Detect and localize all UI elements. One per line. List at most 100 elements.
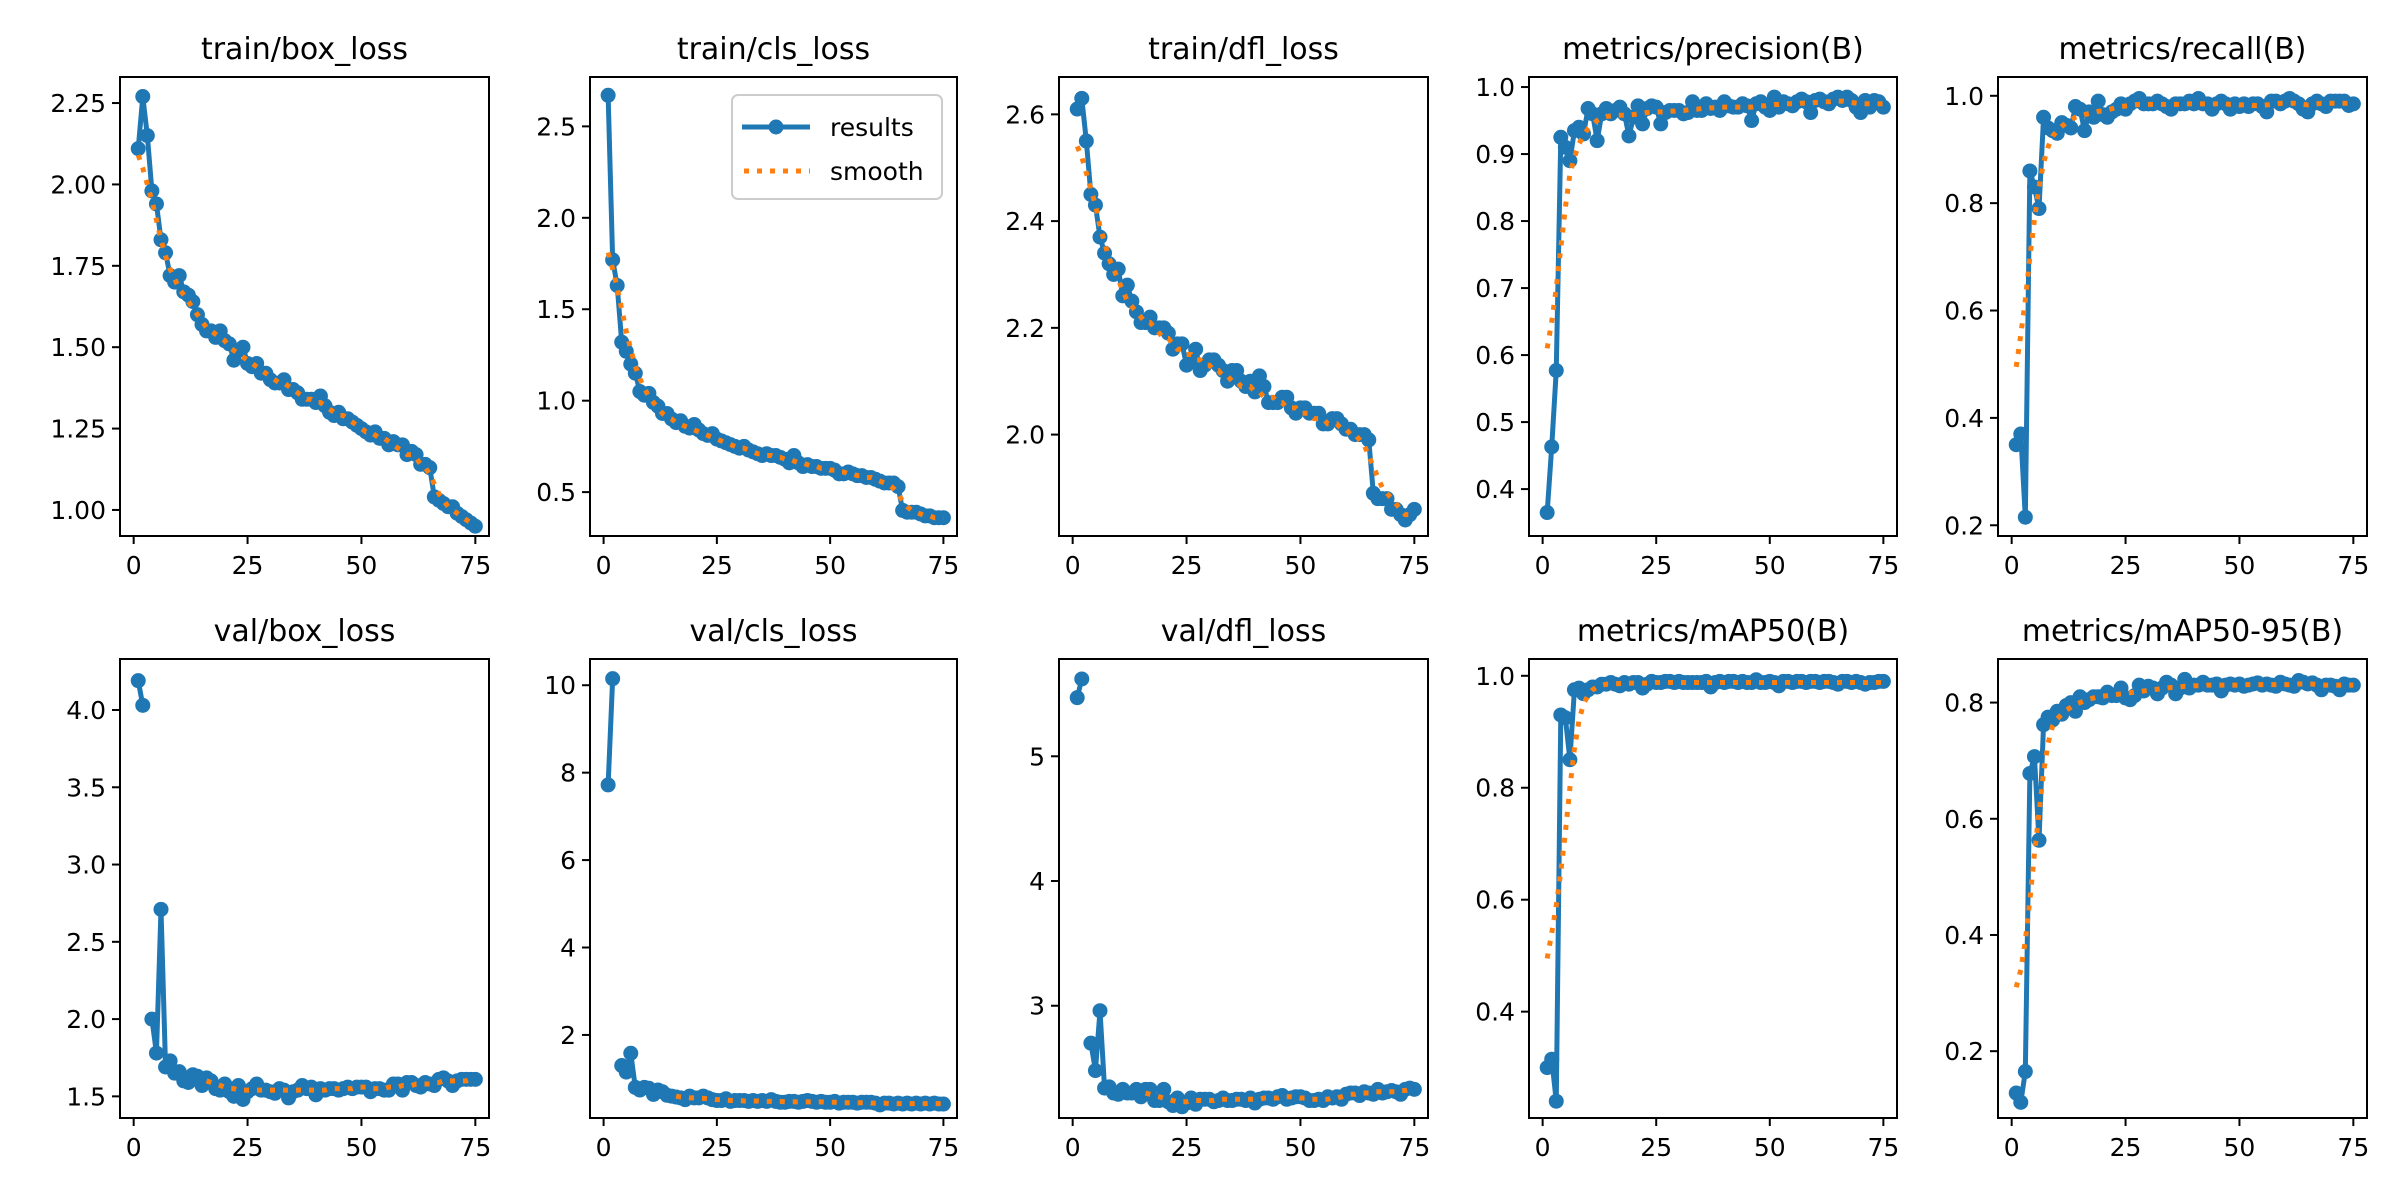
results-point	[1557, 710, 1573, 726]
results-point	[1544, 439, 1560, 455]
results-point	[2013, 1094, 2029, 1110]
results-point	[1156, 1081, 1172, 1097]
x-tick-label: 75	[1398, 551, 1430, 580]
y-tick-label: 2.4	[1005, 207, 1045, 236]
results-point	[600, 777, 616, 793]
subplot-title: metrics/precision(B)	[1562, 32, 1864, 67]
y-tick-label: 4	[560, 934, 576, 963]
results-point	[2013, 426, 2029, 442]
results-point	[1119, 277, 1135, 293]
y-tick-label: 0.4	[1475, 475, 1515, 504]
subplot-title: metrics/recall(B)	[2058, 32, 2306, 67]
x-tick-label: 50	[1754, 1133, 1786, 1162]
y-tick-label: 0.9	[1475, 140, 1515, 169]
results-point	[1361, 432, 1377, 448]
results-point	[144, 1011, 160, 1027]
results-point	[171, 268, 187, 284]
legend: results smooth	[731, 94, 943, 200]
results-point	[467, 1071, 483, 1087]
results-point	[1562, 752, 1578, 768]
results-point	[1087, 1063, 1103, 1079]
y-tick-label: 0.2	[1944, 511, 1984, 540]
legend-results-marker-icon	[768, 119, 784, 135]
results-point	[153, 232, 169, 248]
x-tick-label: 75	[1867, 551, 1899, 580]
results-point	[2022, 163, 2038, 179]
y-tick-label: 3.5	[66, 773, 106, 802]
y-tick-label: 2.25	[50, 89, 106, 118]
x-tick-label: 75	[2337, 1133, 2369, 1162]
subplot-title: train/cls_loss	[677, 32, 870, 67]
x-tick-label: 50	[814, 551, 846, 580]
x-tick-label: 50	[1285, 551, 1317, 580]
results-point	[1653, 116, 1669, 132]
results-point	[1092, 1003, 1108, 1019]
y-tick-label: 0.8	[1475, 774, 1515, 803]
subplot-val-dfl-loss: val/dfl_loss 0 25 50 75 3 4 5	[1029, 614, 1430, 1162]
x-tick-label: 25	[2110, 551, 2142, 580]
results-point	[605, 671, 621, 687]
plot-area	[600, 87, 951, 526]
y-tick-label: 0.6	[1944, 297, 1984, 326]
x-tick-label: 75	[928, 551, 960, 580]
results-point	[2345, 96, 2361, 112]
x-tick-label: 25	[1640, 551, 1672, 580]
y-tick-label: 2.5	[66, 928, 106, 957]
results-point	[422, 460, 438, 476]
x-tick-label: 25	[2110, 1133, 2142, 1162]
x-tick-label: 25	[232, 551, 264, 580]
results-point	[467, 518, 483, 534]
axes-frame	[1997, 658, 2368, 1119]
x-tick-label: 75	[2337, 551, 2369, 580]
plot-area	[1539, 89, 1891, 521]
axes-frame	[1528, 76, 1898, 537]
y-tick-label: 2	[560, 1021, 576, 1050]
smooth-line	[1544, 680, 1884, 959]
y-tick-label: 1.0	[1944, 82, 1984, 111]
axes-frame	[1058, 658, 1429, 1119]
results-point	[135, 697, 151, 713]
subplot-title: val/dfl_loss	[1161, 614, 1326, 649]
results-point	[130, 141, 146, 157]
results-point	[1621, 128, 1637, 144]
subplot-val-box-loss: val/box_loss 0 25 50 75 1.5 2.0 2.5 3.0 3.5 4.0	[66, 614, 491, 1162]
x-tick-label: 50	[814, 1133, 846, 1162]
y-tick-label: 0.4	[1944, 404, 1984, 433]
y-tick-label: 1.0	[536, 387, 576, 416]
x-tick-label: 0	[2004, 551, 2020, 580]
x-tick-label: 50	[346, 1133, 378, 1162]
subplot-title: val/cls_loss	[690, 614, 858, 649]
y-tick-label: 1.00	[50, 496, 106, 525]
y-tick-label: 1.50	[50, 333, 106, 362]
y-tick-label: 1.0	[1475, 662, 1515, 691]
results-point	[1406, 501, 1422, 517]
legend-label-smooth: smooth	[830, 157, 924, 186]
plot-area	[130, 673, 483, 1107]
x-tick-label: 50	[2224, 1133, 2256, 1162]
results-point	[130, 673, 146, 689]
plot-area	[2008, 671, 2361, 1110]
x-tick-label: 0	[596, 1133, 612, 1162]
results-point	[1087, 197, 1103, 213]
results-point	[1074, 671, 1090, 687]
y-tick-label: 2.5	[536, 112, 576, 141]
y-tick-label: 2.0	[536, 204, 576, 233]
results-point	[1548, 362, 1564, 378]
results-point	[1083, 1035, 1099, 1051]
plot-area	[2008, 90, 2361, 525]
subplot-title: metrics/mAP50-95(B)	[2022, 614, 2343, 649]
results-point	[2017, 1064, 2033, 1080]
x-tick-label: 0	[1535, 551, 1551, 580]
y-tick-label: 1.75	[50, 252, 106, 281]
y-tick-label: 0.5	[536, 478, 576, 507]
results-point	[1744, 113, 1760, 129]
plot-area	[600, 671, 951, 1113]
y-tick-label: 4	[1029, 867, 1045, 896]
x-tick-label: 25	[701, 551, 733, 580]
plot-area	[130, 89, 483, 534]
y-tick-label: 2.2	[1005, 314, 1045, 343]
y-tick-label: 0.6	[1475, 341, 1515, 370]
